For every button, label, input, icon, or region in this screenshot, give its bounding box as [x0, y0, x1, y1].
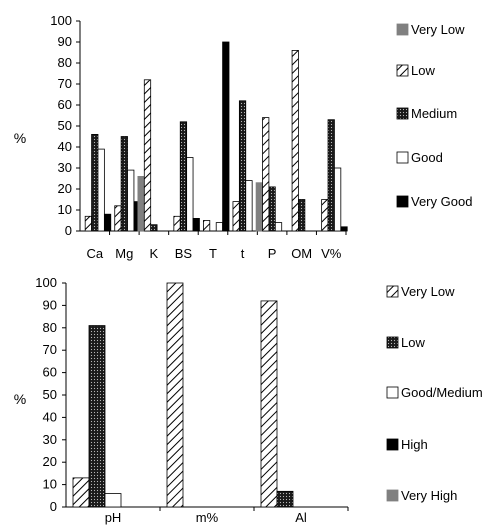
top-bar	[97, 148, 105, 232]
top-bar	[173, 215, 181, 232]
top-bar	[150, 224, 158, 232]
top-bar	[215, 222, 223, 232]
top-legend-label: Medium	[411, 106, 457, 121]
top-bar	[222, 41, 230, 232]
bottom-legend-label: Very Low	[401, 284, 455, 299]
bottom-y-tick-label: 70	[43, 342, 57, 357]
top-bar	[291, 50, 299, 232]
bottom-legend-swatch	[386, 438, 399, 451]
top-legend-swatch	[396, 107, 409, 120]
top-y-tick-label: 10	[58, 202, 72, 217]
bottom-legend-swatch	[386, 489, 399, 502]
top-bar	[120, 136, 128, 232]
top-bar	[232, 201, 240, 232]
top-category-label: Ca	[86, 246, 103, 261]
top-y-tick-label: 30	[58, 160, 72, 175]
top-category-label: BS	[175, 246, 193, 261]
top-category-label: V%	[321, 246, 342, 261]
top-bar	[298, 199, 306, 232]
bottom-bar	[166, 282, 184, 508]
top-bar	[114, 205, 122, 232]
top-legend-label: Low	[411, 63, 435, 78]
bottom-legend-swatch	[386, 285, 399, 298]
top-bar	[340, 226, 348, 232]
top-bar	[245, 180, 253, 232]
top-y-axis-label: %	[14, 130, 26, 146]
top-legend-swatch	[396, 151, 409, 164]
top-bar	[321, 199, 329, 232]
top-bar	[179, 121, 188, 232]
top-y-tick-label: 50	[58, 118, 72, 133]
top-category-label: Mg	[115, 246, 133, 261]
top-bar	[103, 213, 112, 232]
bottom-y-tick-label: 100	[35, 275, 57, 290]
bottom-category-label: Al	[295, 510, 307, 525]
bottom-legend-label: Low	[401, 335, 425, 350]
top-category-label: T	[209, 246, 217, 261]
bottom-y-tick-label: 30	[43, 432, 57, 447]
top-category-label: K	[150, 246, 159, 261]
top-y-tick-label: 70	[58, 76, 72, 91]
top-legend-swatch	[396, 64, 409, 77]
top-y-tick-label: 100	[50, 13, 72, 28]
top-y-tick-label: 80	[58, 55, 72, 70]
top-legend-swatch	[396, 195, 409, 208]
bottom-y-axis-label: %	[14, 391, 26, 407]
top-bar	[334, 167, 342, 232]
top-bar	[238, 100, 247, 232]
bottom-legend-label: Very High	[401, 488, 457, 503]
bottom-legend-label: Good/Medium	[401, 385, 482, 400]
top-bar	[91, 133, 99, 232]
bottom-category-label: pH	[105, 510, 122, 525]
top-y-tick-label: 90	[58, 34, 72, 49]
top-bar	[274, 222, 283, 232]
top-bar	[255, 182, 263, 232]
bottom-y-tick-label: 10	[43, 477, 57, 492]
top-bar	[127, 169, 135, 232]
bottom-bar	[260, 300, 278, 508]
bottom-y-tick-label: 50	[43, 387, 57, 402]
top-bar	[192, 217, 200, 232]
chart-bottom: 0 10 20 30 40 50 60 70 80 90 100% pH m% Al Very Low Low…	[14, 275, 482, 525]
top-bar	[202, 220, 211, 232]
top-y-tick-label: 0	[65, 223, 72, 238]
top-legend-label: Good	[411, 150, 443, 165]
bottom-y-tick-label: 90	[43, 297, 57, 312]
top-bar	[327, 119, 335, 232]
bottom-y-tick-label: 0	[50, 499, 57, 514]
top-category-label: OM	[291, 246, 312, 261]
top-bar	[143, 79, 152, 232]
bottom-y-tick-label: 20	[43, 454, 57, 469]
top-legend-label: Very Low	[411, 22, 465, 37]
top-bar	[186, 157, 194, 232]
top-category-label: t	[241, 246, 245, 261]
top-bar	[268, 186, 276, 232]
bottom-legend-label: High	[401, 437, 428, 452]
top-legend-swatch	[396, 23, 409, 36]
top-category-label: P	[268, 246, 277, 261]
top-bar	[137, 175, 145, 232]
bottom-bar	[276, 490, 294, 508]
top-legend-label: Very Good	[411, 194, 472, 209]
top-bar	[262, 117, 270, 232]
top-y-tick-label: 60	[58, 97, 72, 112]
bottom-legend-swatch	[386, 336, 399, 349]
bottom-y-tick-label: 80	[43, 320, 57, 335]
bottom-bar	[72, 477, 90, 508]
bottom-y-tick-label: 60	[43, 365, 57, 380]
bottom-bar	[104, 493, 122, 508]
top-y-tick-label: 20	[58, 181, 72, 196]
top-bar	[84, 215, 92, 232]
bottom-bar	[88, 325, 106, 508]
bottom-y-tick-label: 40	[43, 409, 57, 424]
bottom-legend-swatch	[386, 386, 399, 399]
top-y-tick-label: 40	[58, 139, 72, 154]
bottom-category-label: m%	[196, 510, 219, 525]
